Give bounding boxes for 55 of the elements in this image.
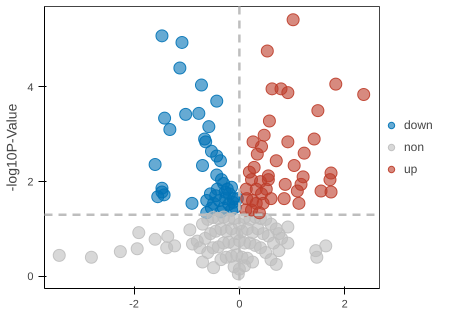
point — [179, 108, 192, 121]
point — [329, 78, 342, 91]
point — [278, 192, 291, 206]
point — [250, 148, 264, 161]
legend-label: non — [404, 140, 424, 154]
point — [163, 123, 176, 136]
point — [246, 135, 260, 148]
point — [226, 196, 240, 209]
point — [214, 154, 227, 168]
point — [281, 86, 294, 100]
point — [175, 36, 188, 49]
y-tick-label: 0 — [27, 271, 34, 284]
point — [281, 135, 294, 148]
point — [240, 182, 253, 196]
point — [196, 158, 210, 172]
y-tick-label: 4 — [27, 82, 34, 94]
point — [324, 185, 338, 198]
point — [202, 120, 216, 134]
point — [218, 185, 232, 198]
point — [148, 158, 162, 172]
point — [260, 44, 274, 58]
point — [248, 160, 261, 174]
point — [210, 94, 224, 108]
point — [292, 196, 306, 210]
point — [270, 154, 283, 168]
point — [204, 187, 217, 200]
point — [286, 13, 300, 26]
point — [185, 196, 198, 210]
x-tick-label: 2 — [342, 298, 348, 310]
x-tick-label: 0 — [236, 298, 242, 310]
point — [323, 173, 336, 186]
point — [192, 106, 206, 120]
point — [262, 114, 276, 128]
y-tick-label: 2 — [27, 176, 34, 189]
point — [158, 112, 172, 125]
point — [194, 78, 208, 92]
point — [254, 175, 267, 188]
point — [308, 132, 321, 146]
point — [288, 158, 301, 172]
point — [199, 135, 212, 148]
y-axis-title: -log10P-Value — [3, 103, 20, 192]
point — [155, 29, 168, 42]
legend-label: down — [404, 118, 433, 132]
point — [290, 184, 304, 198]
point — [264, 192, 278, 206]
point — [155, 185, 168, 198]
legend-label: up — [404, 162, 418, 176]
point — [278, 178, 292, 191]
point — [258, 128, 271, 142]
point — [311, 104, 324, 118]
point — [298, 146, 311, 160]
point — [246, 194, 260, 207]
point — [357, 88, 370, 101]
point — [173, 62, 186, 74]
x-tick-label: -2 — [129, 298, 139, 310]
